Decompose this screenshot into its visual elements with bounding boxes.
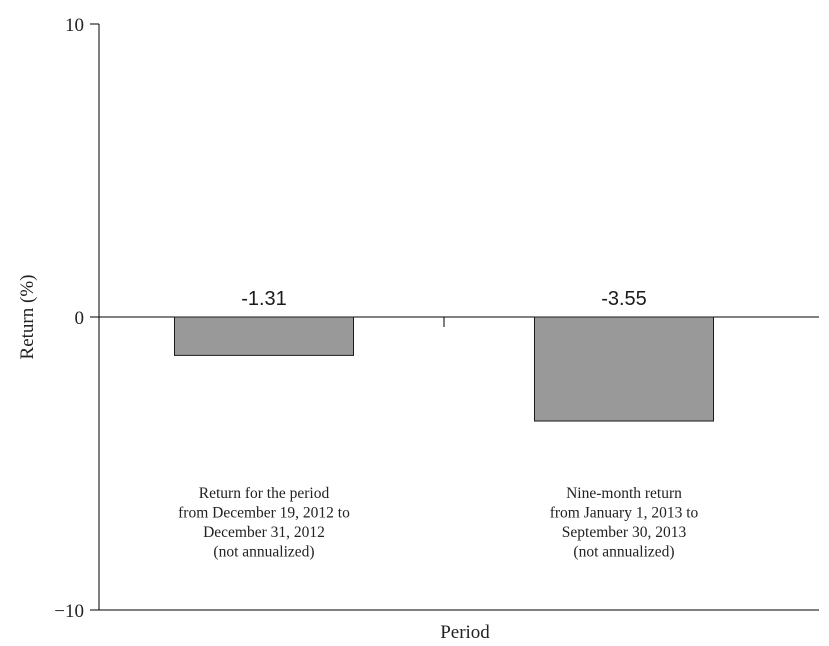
category-label-line: from December 19, 2012 to [178,505,350,522]
data-label: -1.31 [241,288,287,310]
category-label-line: Return for the period [199,485,330,502]
labels: -1.31 Return for the period from December … [178,288,698,561]
category-label-line: (not annualized) [573,544,674,561]
category-label-line: from January 1, 2013 to [550,505,699,522]
bar [534,316,714,422]
y-tick-label: −10 [54,601,84,622]
category-label-line: (not annualized) [213,544,314,561]
y-tick-label: 10 [65,15,84,36]
data-label: -3.55 [601,288,647,310]
bars [174,316,714,422]
x-axis-title: Period [440,622,490,643]
bar [174,316,354,356]
category-label-line: December 31, 2012 [203,524,325,541]
category-label-line: Nine-month return [566,485,682,502]
category-label-line: September 30, 2013 [562,524,687,541]
y-tick-label: 0 [75,308,85,329]
y-axis-title: Return (%) [17,275,38,360]
